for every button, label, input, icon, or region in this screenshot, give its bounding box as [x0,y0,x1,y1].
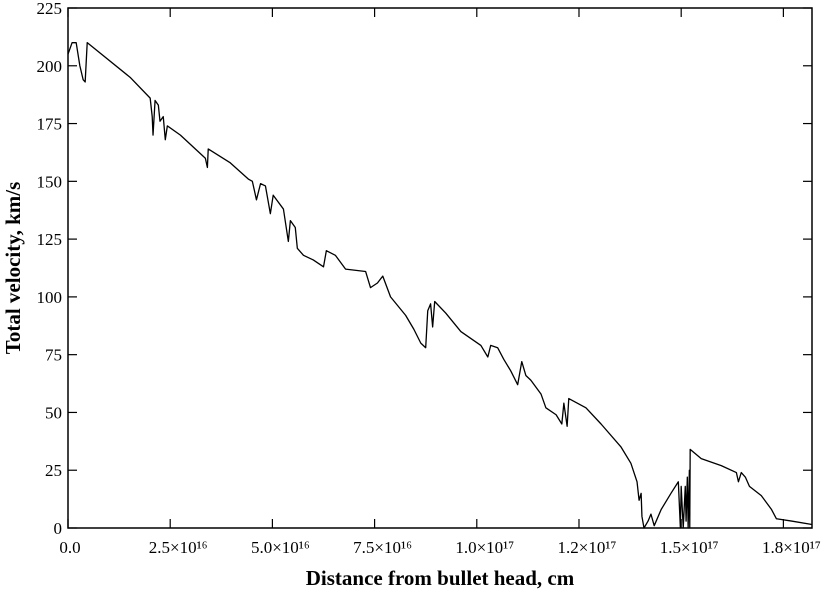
y-tick-label: 175 [37,115,63,134]
plot-frame [67,7,813,529]
x-tick-label: 5.0×10¹⁶ [251,538,310,557]
x-tick-label: 1.8×10¹⁷ [762,538,821,557]
y-tick-label: 225 [37,0,63,18]
x-tick-label: 1.0×10¹⁷ [455,538,514,557]
data-line [67,42,813,529]
x-tick-label: 7.5×10¹⁶ [353,538,412,557]
y-tick-label: 75 [45,346,62,365]
x-tick-label: 2.5×10¹⁶ [149,538,208,557]
y-tick-label: 150 [37,172,63,191]
x-axis-label: Distance from bullet head, cm [306,566,575,590]
y-tick-label: 125 [37,230,63,249]
y-tick-label: 200 [37,57,63,76]
x-tick-label: 1.5×10¹⁷ [660,538,719,557]
y-tick-label: 0 [54,519,63,538]
y-tick-label: 50 [45,403,62,422]
y-axis-label: Total velocity, km/s [1,182,25,354]
y-tick-label: 25 [45,461,62,480]
y-tick-label: 100 [37,288,63,307]
x-tick-label: 1.2×10¹⁷ [558,538,617,557]
x-tick-label: 0.0 [59,538,80,557]
